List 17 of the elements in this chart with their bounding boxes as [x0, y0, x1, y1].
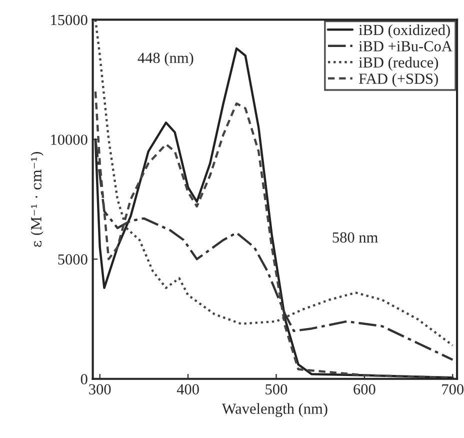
x-tick-label: 600	[354, 384, 376, 394]
x-tick-label: 400	[176, 384, 199, 394]
x-axis-title: Wavelength (nm)	[222, 403, 328, 418]
y-tick-label: 15000	[51, 14, 88, 26]
y-axis-title: ε (M⁻¹ · cm⁻¹)	[30, 152, 44, 247]
y-tick-label: 10000	[51, 134, 88, 145]
legend-label: iBD +iBu-CoA	[358, 41, 452, 52]
x-tick-label: 700	[442, 384, 464, 394]
x-tick-label: 300	[89, 384, 111, 394]
y-tick-label: 5000	[58, 254, 88, 265]
annotation: 448 (nm)	[138, 52, 194, 66]
x-tick-label: 500	[266, 384, 288, 394]
y-tick-label: 0	[80, 374, 88, 384]
legend-label: iBD (reduce)	[358, 56, 438, 71]
legend-label: FAD (+SDS)	[358, 73, 438, 87]
legend-label: iBD (oxidized)	[358, 24, 450, 38]
annotation: 580 nm	[332, 232, 378, 243]
